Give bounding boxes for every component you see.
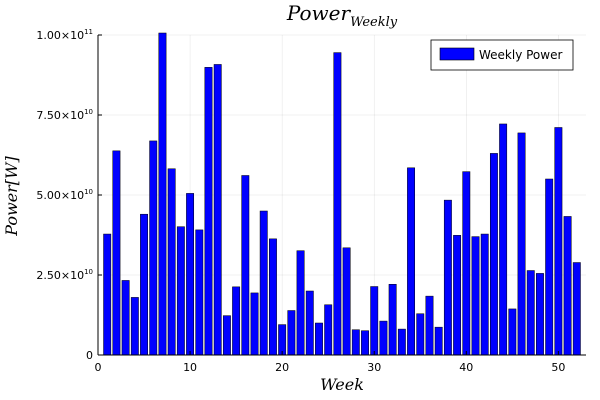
bar-week-13 — [213, 64, 222, 356]
bar-week-19 — [269, 238, 277, 356]
bar-week-21 — [287, 310, 296, 356]
bar-week-6 — [149, 140, 158, 356]
bar-week-48 — [536, 273, 544, 356]
y-tick-labels: 0 2.50×1010 5.00×1010 7.50×1010 1.00×1011 — [36, 28, 93, 362]
bar-week-35 — [416, 313, 425, 356]
bar-week-8 — [167, 168, 176, 356]
legend: Weekly Power — [430, 39, 574, 71]
bar-week-34 — [407, 167, 415, 356]
bar-week-20 — [278, 324, 287, 356]
bar-week-18 — [259, 210, 268, 356]
bar-week-23 — [305, 290, 314, 356]
bar-week-4 — [130, 297, 139, 356]
bar-week-37 — [434, 326, 443, 356]
bar-week-39 — [453, 235, 462, 356]
bar-week-44 — [499, 123, 508, 356]
bar-week-24 — [315, 322, 323, 356]
bar-week-30 — [370, 286, 379, 356]
x-axis-label: Week — [320, 375, 364, 394]
bar-week-50 — [554, 127, 563, 356]
chart-title-subscript: Weekly — [350, 15, 398, 30]
x-tick-label: 0 — [95, 361, 102, 374]
bar-week-51 — [563, 216, 572, 356]
bar-week-2 — [112, 150, 121, 356]
y-tick-label: 2.50×1010 — [36, 268, 93, 282]
chart-title-main: Power — [286, 1, 352, 25]
legend-swatch — [439, 47, 475, 61]
bar-week-7 — [158, 32, 167, 356]
legend-label-weekly-power: Weekly Power — [479, 48, 562, 62]
bar-week-52 — [572, 262, 581, 356]
y-tick-label: 1.00×1011 — [36, 28, 93, 42]
x-tick-label: 50 — [551, 361, 565, 374]
x-tick-label: 40 — [459, 361, 473, 374]
bar-week-1 — [103, 233, 112, 356]
bar-week-28 — [351, 329, 360, 356]
bar-week-36 — [425, 295, 434, 356]
bar-week-16 — [241, 175, 250, 356]
bar-week-47 — [526, 270, 535, 356]
x-tick-label: 10 — [183, 361, 197, 374]
bar-week-46 — [517, 132, 526, 356]
bar-week-12 — [204, 67, 213, 356]
x-tick-label: 20 — [275, 361, 289, 374]
axes — [97, 34, 586, 356]
bar-week-9 — [176, 226, 185, 356]
bar-week-33 — [397, 328, 406, 356]
bar-week-15 — [232, 286, 241, 356]
bar-week-43 — [489, 153, 498, 356]
bar-week-17 — [250, 292, 259, 356]
y-axis-label: Power[W] — [2, 156, 21, 237]
bar-week-26 — [333, 52, 342, 356]
bars — [103, 32, 581, 356]
bar-week-29 — [361, 330, 369, 356]
x-tick-labels: 0 10 20 30 40 50 — [95, 361, 566, 374]
chart-title: PowerWeekly — [286, 1, 398, 30]
bar-week-38 — [443, 199, 452, 356]
y-tick-label: 7.50×1010 — [36, 108, 93, 122]
bar-week-5 — [140, 213, 148, 356]
bar-week-41 — [471, 236, 480, 356]
bar-week-25 — [324, 304, 333, 356]
bar-week-11 — [195, 229, 204, 356]
bar-week-3 — [121, 280, 130, 356]
bar-week-10 — [186, 193, 195, 356]
bar-week-42 — [480, 233, 489, 356]
y-tick-label: 0 — [86, 349, 93, 362]
bar-week-40 — [462, 171, 471, 356]
x-tick-label: 30 — [367, 361, 381, 374]
bar-week-31 — [379, 320, 388, 356]
bar-week-22 — [296, 250, 305, 356]
y-tick-label: 5.00×1010 — [36, 188, 93, 202]
bar-week-27 — [342, 247, 351, 356]
bar-week-32 — [388, 284, 397, 356]
bar-week-45 — [508, 308, 517, 356]
bar-week-49 — [545, 178, 554, 356]
bar-week-14 — [222, 315, 231, 356]
